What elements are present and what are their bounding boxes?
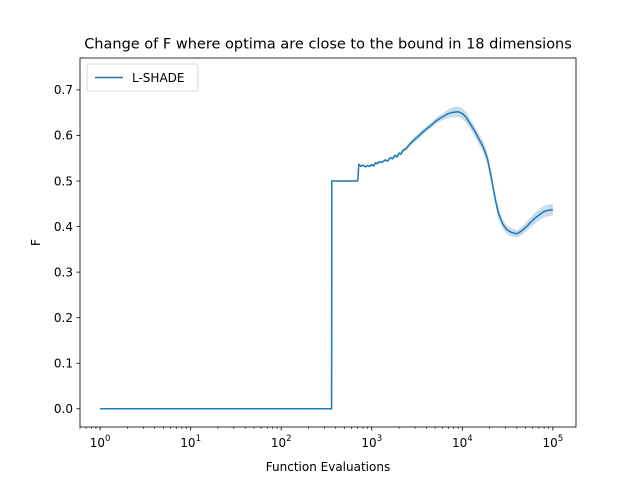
x-axis-label: Function Evaluations <box>266 460 390 474</box>
x-tick-label: 102 <box>271 434 292 450</box>
chart-title: Change of F where optima are close to th… <box>84 37 572 53</box>
x-tick-label: 105 <box>543 434 564 450</box>
x-tick-label: 103 <box>361 434 382 450</box>
axis-ticks: 100 101 102 103 104 105 0.0 0.1 0.2 0.3 0.4 0.5 0.6 0… <box>54 83 563 450</box>
y-tick-label: 0.7 <box>54 83 73 97</box>
legend-label-l-shade: L-SHADE <box>132 71 184 85</box>
legend-box <box>86 63 199 92</box>
y-axis-label: F <box>29 239 43 246</box>
plot-area <box>100 106 553 410</box>
y-tick-label: 0.2 <box>54 311 73 325</box>
x-tick-label: 104 <box>452 434 473 450</box>
legend: L-SHADE <box>86 63 199 92</box>
axes-frame <box>79 57 577 428</box>
x-tick-label: 101 <box>180 434 201 450</box>
series-line-l-shade <box>100 111 553 410</box>
y-tick-label: 0.4 <box>54 220 73 234</box>
y-tick-label: 0.1 <box>54 357 73 371</box>
y-tick-label: 0.3 <box>54 265 73 279</box>
y-tick-label: 0.0 <box>54 402 73 416</box>
x-tick-label: 100 <box>90 434 111 450</box>
y-tick-label: 0.5 <box>54 174 73 188</box>
y-tick-label: 0.6 <box>54 129 73 143</box>
